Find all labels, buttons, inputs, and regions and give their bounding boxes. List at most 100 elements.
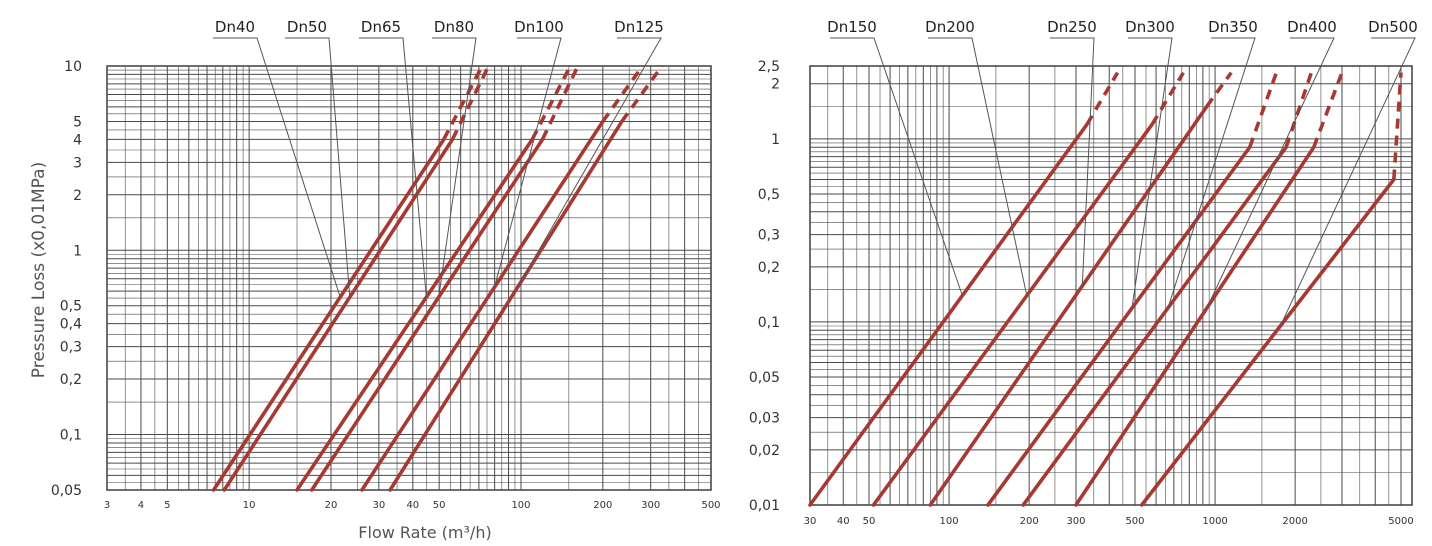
series-dashed-dn300 — [1248, 72, 1279, 148]
x-tick-label: 4 — [138, 500, 144, 511]
right-chart: 0,01 0,02 0,03 0,05 0,1 0,2 0,3 0,5 1 2 2,5 30 40 50 1… — [749, 18, 1418, 527]
series-leader-dn125 — [517, 37, 662, 288]
x-tick-label: 30 — [804, 516, 817, 527]
x-tick-label: 500 — [701, 500, 720, 511]
x-tick-label: 30 — [372, 500, 385, 511]
series-dashed-dn50 — [450, 65, 491, 141]
series-label-dn40: Dn40 — [215, 18, 255, 36]
y-tick-label: 2,5 — [758, 59, 780, 75]
x-tick-label: 2000 — [1282, 516, 1307, 527]
y-tick-label: 0,4 — [60, 317, 82, 333]
series-line-dn40 — [211, 137, 446, 492]
y-tick-label: 5 — [73, 114, 82, 130]
x-tick-label: 100 — [940, 516, 959, 527]
y-tick-label: 0,3 — [758, 228, 780, 244]
series-leader-dn100 — [493, 37, 562, 288]
series-label-dn200: Dn200 — [925, 18, 975, 36]
y-tick-label: 0,2 — [60, 372, 82, 388]
series-dashed-dn250 — [1205, 71, 1233, 108]
series-leader-dn40 — [213, 37, 341, 298]
series-label-dn400: Dn400 — [1287, 18, 1337, 36]
series-label-dn80: Dn80 — [434, 18, 474, 36]
series-line-dn300 — [986, 145, 1252, 507]
y-tick-label: 0,5 — [60, 299, 82, 315]
y-tick-label: 2 — [771, 77, 780, 93]
x-tick-label: 1000 — [1202, 516, 1227, 527]
grid — [809, 65, 1413, 506]
series-leader-dn350 — [1167, 37, 1256, 309]
y-tick-label: 10 — [64, 59, 82, 75]
series-label-dn350: Dn350 — [1208, 18, 1258, 36]
x-tick-label: 300 — [1066, 516, 1085, 527]
series-dashed-dn80 — [540, 65, 580, 141]
series-leader-dn50 — [285, 37, 351, 298]
series-label-dn50: Dn50 — [287, 18, 327, 36]
left-chart: 0,05 0,1 0,2 0,3 0,4 0,5 1 2 3 4 5 10 3 4 5 10 20 30 40 50 1… — [51, 18, 721, 511]
series-line-dn350 — [1021, 145, 1288, 507]
y-tick-label: 0,02 — [749, 443, 780, 459]
series-dashed-dn500 — [1392, 72, 1403, 180]
x-axis-label: Flow Rate (m³/h) — [358, 523, 491, 542]
series-label-dn500: Dn500 — [1368, 18, 1418, 36]
y-tick-label: 0,01 — [749, 498, 780, 514]
series-label-dn65: Dn65 — [361, 18, 401, 36]
series-leader-dn500 — [1279, 37, 1416, 327]
x-tick-label: 20 — [325, 500, 338, 511]
y-tick-label: 0,2 — [758, 260, 780, 276]
y-tick-label: 0,05 — [749, 370, 780, 386]
x-tick-label: 5 — [164, 500, 170, 511]
series-leader-dn200 — [928, 37, 1028, 296]
y-tick-label: 3 — [73, 155, 82, 171]
x-tick-label: 500 — [1125, 516, 1144, 527]
series-label-dn300: Dn300 — [1125, 18, 1175, 36]
series-dashed-dn350 — [1284, 72, 1313, 148]
y-tick-label: 0,1 — [60, 428, 82, 444]
series-dashed-dn100 — [601, 64, 645, 123]
series-leader-dn300 — [1128, 37, 1173, 309]
series-line-dn500 — [1139, 177, 1396, 507]
series-line-dn150 — [808, 122, 1089, 507]
series-leader-dn400 — [1206, 37, 1335, 309]
x-tick-label: 40 — [837, 516, 850, 527]
series-leader-dn80 — [432, 37, 477, 298]
series-line-dn100 — [360, 119, 605, 492]
series-line-dn50 — [222, 137, 455, 492]
series-line-dn250 — [928, 104, 1209, 507]
series-dashed-dn400 — [1312, 71, 1344, 148]
y-axis-label: Pressure Loss (x0,01MPa) — [29, 162, 49, 378]
series-line-dn80 — [309, 137, 545, 492]
series-leader-dn65 — [359, 37, 427, 298]
x-tick-label: 200 — [593, 500, 612, 511]
series-dashed-dn125 — [620, 64, 664, 123]
plot-frame — [106, 65, 712, 491]
series-line-dn65 — [295, 137, 535, 492]
series-label-dn125: Dn125 — [614, 18, 664, 36]
grid — [106, 65, 712, 491]
x-tick-label: 10 — [243, 500, 256, 511]
series-leader-dn150 — [830, 37, 963, 296]
series-line-dn125 — [388, 119, 624, 492]
series-label-dn250: Dn250 — [1047, 18, 1097, 36]
x-tick-label: 50 — [863, 516, 876, 527]
series-leader-dn250 — [1050, 37, 1095, 286]
series-label-dn100: Dn100 — [514, 18, 564, 36]
x-tick-label: 200 — [1020, 516, 1039, 527]
y-tick-label: 0,1 — [758, 315, 780, 331]
plot-frame — [809, 65, 1413, 506]
series-line-dn200 — [871, 122, 1154, 507]
series-line-dn400 — [1074, 145, 1316, 507]
y-tick-label: 1 — [771, 132, 780, 148]
x-tick-label: 300 — [641, 500, 660, 511]
series-dashed-dn200 — [1150, 71, 1185, 126]
y-tick-label: 0,3 — [60, 340, 82, 356]
x-tick-label: 3 — [104, 500, 110, 511]
y-tick-label: 2 — [73, 188, 82, 204]
y-tick-label: 1 — [73, 243, 82, 259]
series-dashed-dn40 — [442, 65, 484, 141]
x-tick-label: 100 — [511, 500, 530, 511]
y-tick-label: 0,5 — [758, 187, 780, 203]
y-tick-label: 4 — [73, 132, 82, 148]
y-tick-label: 0,03 — [749, 411, 780, 427]
x-tick-label: 5000 — [1388, 516, 1413, 527]
